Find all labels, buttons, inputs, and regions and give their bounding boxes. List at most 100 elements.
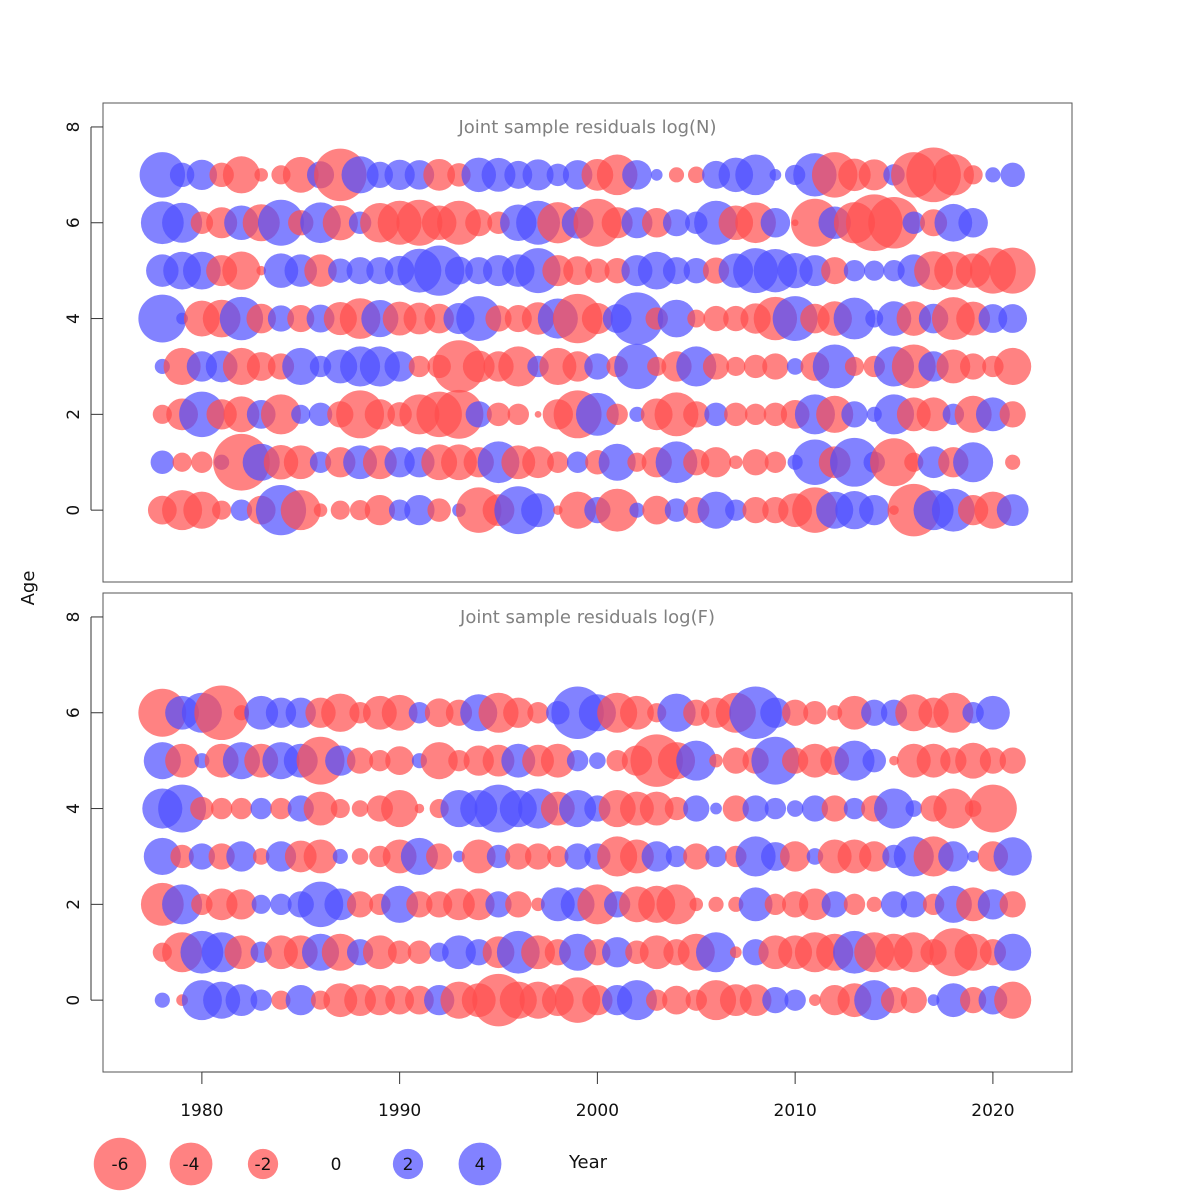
bubble-age1-1998 [547,451,569,473]
bubble-age1-2004 [655,441,698,484]
bubble-age3-2007 [726,356,746,377]
bubble-age5-2000 [589,752,606,769]
bubble-age2-1991 [406,891,433,918]
bubble-age0-1985 [280,490,321,531]
bubble-age3-2008 [743,354,768,379]
bubble-age5-2001 [606,749,628,772]
bubble-age0-2014 [854,980,895,1021]
bubble-age6-1987 [321,693,360,732]
bubble-age5-2021 [999,747,1026,774]
bubble-age0-2003 [642,495,672,525]
bubble-age1-2019 [954,933,992,971]
bubble-age4-2008 [742,795,769,822]
bubble-age6-2011 [803,701,827,725]
bubble-age2-2009 [764,893,787,916]
bubble-age2-2007 [724,402,748,427]
bubble-age0-1997 [521,493,555,528]
bubble-age0-2002 [629,502,645,518]
bubble-age2-2009 [763,402,788,427]
bubble-age4-1978 [138,294,187,343]
bubble-age2-1996 [507,403,529,426]
bubble-age4-2020 [978,304,1008,333]
plot-frame [102,102,1073,583]
bubble-age2-2017 [916,397,951,432]
bubble-age1-2021 [994,933,1032,971]
bubble-age0-1984 [271,990,291,1010]
bubble-age5-2015 [889,755,899,766]
bubble-age2-2012 [816,395,854,433]
bubble-age5-1999 [566,749,589,772]
bubble-age7-2019 [963,165,983,185]
bubble-age3-2021 [994,347,1032,386]
bubble-age6-1987 [322,205,358,241]
bubble-age4-1994 [456,296,502,342]
x-axis: 1980 1990 2000 2010 2020 [180,1071,1015,1121]
bubble-age0-2006 [697,491,735,529]
bubble-age4-2002 [610,292,664,345]
y-tick-label: 8 [64,122,84,133]
bubble-age5-2014 [862,748,886,773]
bubble-age5-1999 [563,256,592,286]
bubble-age3-2000 [584,353,611,380]
bubble-age0-2019 [960,987,987,1014]
bubble-age3-1988 [351,848,369,865]
bubble-age5-2021 [989,247,1036,294]
bubble-age2-1995 [486,402,511,427]
bubble-age0-1983 [250,989,272,1011]
bubble-age4-1985 [287,305,315,333]
bubble-age5-2006 [709,753,723,768]
bubble-age0-1986 [313,503,328,517]
y-tick-label: 0 [64,995,84,1006]
bubble-age7-1998 [546,163,570,187]
bubble-age3-1999 [562,351,593,382]
y-tick-label: 4 [64,803,84,814]
bubble-age1-1999 [559,933,597,971]
bubble-age5-1992 [420,742,458,780]
bubble-age5-1989 [369,749,391,772]
bubble-age4-2021 [998,304,1028,333]
bubble-age5-2005 [676,740,717,781]
bubble-age6-2018 [933,692,974,733]
bubble-age3-1987 [332,848,348,865]
bubble-age5-2020 [979,747,1007,774]
bubble-age3-2004 [665,845,688,868]
bubble-age6-1984 [258,199,304,246]
bubble-age0-1980 [183,491,221,529]
bubble-age6-2016 [902,211,926,234]
bubble-age0-1978 [154,992,170,1008]
x-tick-label: 1980 [180,1101,223,1121]
bubble-age3-1982 [226,841,257,872]
bubble-age4-1984 [267,305,295,332]
y-tick-label: 6 [64,707,84,718]
bubble-age3-1983 [252,848,270,865]
legend: -6 -4 -2 0 2 4 [93,1137,502,1191]
bubble-age4-2004 [657,299,696,338]
bubble-age1-2013 [830,437,879,487]
bubble-age1-1979 [172,452,192,472]
bubble-age3-1991 [408,355,431,378]
bubble-age7-1988 [341,156,379,194]
bubble-age7-2005 [687,166,705,184]
bubble-age4-2007 [722,795,749,822]
bubble-age4-2018 [933,788,974,829]
bubble-age7-1997 [522,159,554,191]
bubble-age1-2007 [729,455,743,470]
bubble-age0-2010 [784,989,806,1011]
bubble-age3-1983 [246,352,276,381]
bubble-age4-2013 [833,297,876,340]
bubble-age5-1979 [165,743,200,778]
bubble-age6-2013 [837,695,872,730]
legend-bubble [247,1148,279,1180]
bubble-age6-1997 [527,702,549,724]
bubble-age2-1994 [465,401,492,428]
bubble-age3-1992 [426,843,453,870]
bubble-age6-2009 [760,207,791,238]
x-tick-label: 2020 [971,1101,1014,1121]
bubble-age4-1981 [210,797,233,820]
y-tick-label: 2 [64,899,84,910]
bubble-age4-1995 [485,305,512,332]
bubble-age7-2014 [858,159,890,191]
bubble-age2-2008 [738,887,773,922]
bubble-age6-1994 [465,209,493,237]
